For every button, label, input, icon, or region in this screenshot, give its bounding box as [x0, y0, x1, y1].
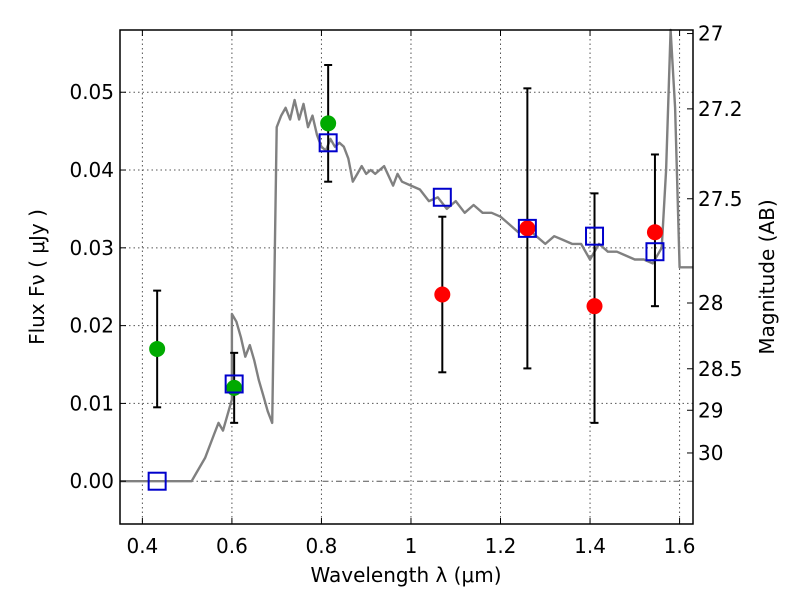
red-data-point — [519, 220, 536, 237]
ticks — [120, 30, 693, 524]
markers — [147, 115, 665, 491]
x-tick-label: 0.6 — [216, 534, 248, 558]
x-tick-label: 1.2 — [485, 534, 517, 558]
tick-labels: 0.4 0.6 0.8 1 1.2 1.4 1.6 0.00 0.01 0.02 0.03 0.04 0… — [69, 22, 742, 558]
model-photometry-square — [147, 471, 167, 491]
y-tick-label: 0.04 — [69, 158, 114, 182]
mag-tick-label: 27.5 — [698, 187, 743, 211]
mag-tick-label: 27.2 — [698, 97, 743, 121]
y-tick-label: 0.05 — [69, 80, 114, 104]
red-data-point — [586, 298, 603, 315]
green-data-point — [320, 115, 337, 132]
y-tick-label: 0.03 — [69, 236, 114, 260]
model-sed-line — [120, 28, 693, 483]
plot-frame — [119, 29, 694, 525]
y-tick-label: 0.02 — [69, 314, 114, 338]
grid — [120, 30, 693, 524]
mag-tick-label: 27 — [698, 22, 723, 46]
model-photometry-square — [224, 374, 244, 394]
model-photometry-square — [645, 242, 665, 262]
x-axis-label: Wavelength λ (μm) — [310, 563, 501, 587]
mag-tick-label: 30 — [698, 441, 723, 465]
mag-tick-label: 28.5 — [698, 357, 743, 381]
mag-tick-label: 28 — [698, 291, 723, 315]
y-tick-label: 0.00 — [69, 469, 114, 493]
model-photometry-square — [517, 218, 537, 238]
right-axis-label: Magnitude (AB) — [755, 199, 779, 354]
y-tick-label: 0.01 — [69, 391, 114, 415]
red-data-point — [646, 224, 663, 241]
green-data-point — [149, 340, 166, 357]
x-tick-label: 0.4 — [126, 534, 158, 558]
model-sed — [120, 28, 693, 483]
model-photometry-square — [585, 226, 605, 246]
x-tick-label: 1 — [405, 534, 418, 558]
mag-tick-label: 29 — [698, 398, 723, 422]
model-photometry-square — [318, 133, 338, 153]
y-axis-label: Flux Fν ( μJy ) — [25, 209, 49, 345]
x-tick-label: 1.4 — [574, 534, 606, 558]
x-tick-label: 0.8 — [306, 534, 338, 558]
model-photometry-square — [432, 187, 452, 207]
x-tick-label: 1.6 — [664, 534, 696, 558]
red-data-point — [434, 286, 451, 303]
